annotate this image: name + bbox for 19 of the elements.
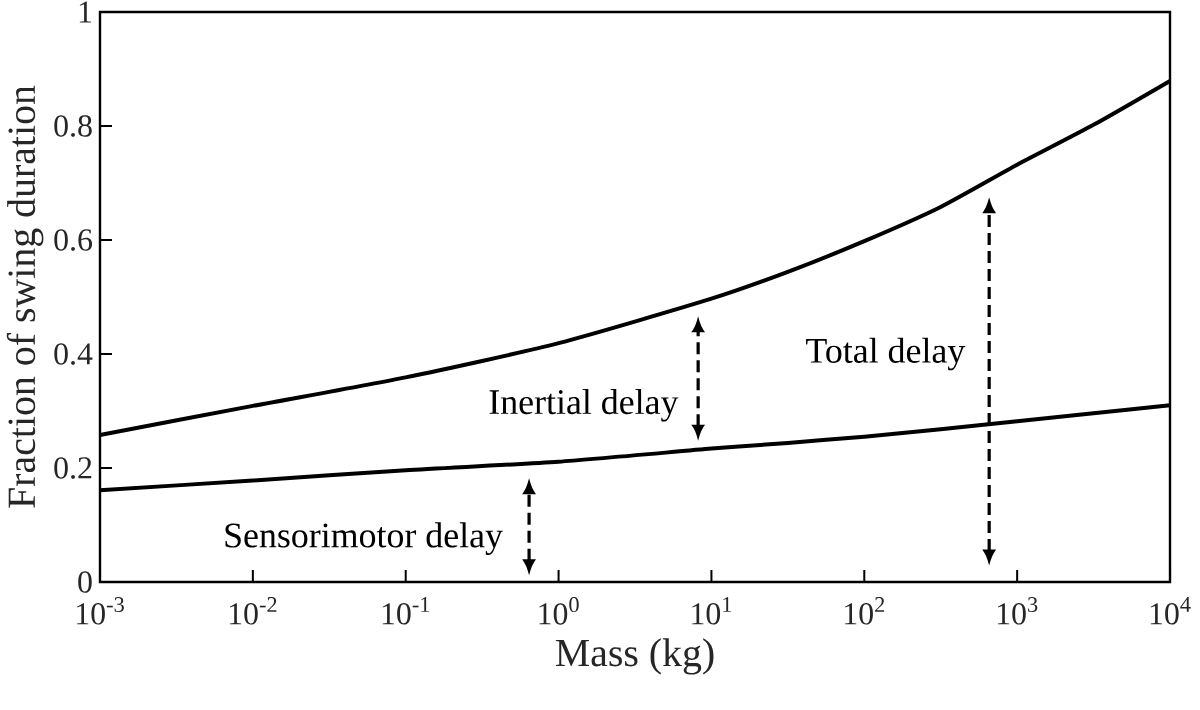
x-tick-label: 10$^{1}$ [692, 597, 732, 625]
annotation: Total delay [806, 337, 966, 371]
x-tick-label: 10$^{4}$ [1150, 597, 1191, 625]
x-tick-label: 10$^{-1}$ [382, 597, 430, 625]
x-tick-label: 10$^{3}$ [997, 597, 1038, 625]
x-axis-title: Mass (kg) [555, 638, 714, 675]
y-tick-label: 0.4 [54, 343, 93, 365]
y-tick-label: 0.2 [54, 457, 92, 479]
y-tick-label: 1 [79, 1, 92, 23]
annotation: Sensorimotor delay [225, 522, 503, 555]
x-tick-label: 10$^{-3}$ [77, 597, 124, 625]
annotation: Inertial delay [489, 388, 679, 422]
y-tick-label: 0.8 [54, 115, 92, 137]
y-tick-label: 0 [78, 571, 92, 593]
x-tick-label: 10$^{0}$ [539, 597, 579, 625]
y-tick-label: 0.6 [54, 229, 93, 251]
x-tick-label: 10$^{2}$ [845, 597, 885, 625]
y-axis-title: Fraction of swing duration [6, 85, 44, 508]
x-tick-label: 10$^{-2}$ [229, 597, 277, 625]
